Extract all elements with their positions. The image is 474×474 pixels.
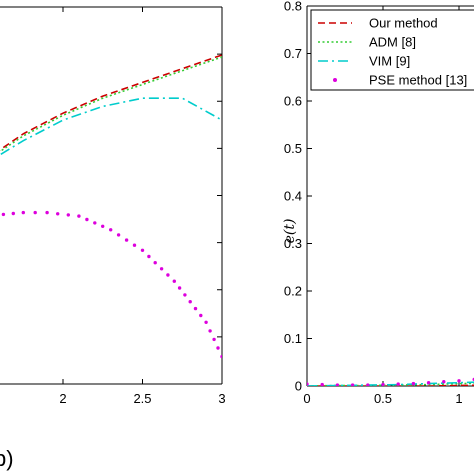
legend-vim-9-label: VIM [9] xyxy=(369,54,410,69)
left-series-pse-method-13-dot xyxy=(212,337,216,342)
panel-label-b: b) xyxy=(0,446,14,471)
left-series-adm-8-line xyxy=(0,56,222,153)
series-pse-method-13-point xyxy=(320,382,324,386)
left-series-pse-method-13-group xyxy=(1,210,222,359)
left-series-pse-method-13-dot xyxy=(33,210,37,215)
left-series-adm-8-group xyxy=(0,56,222,153)
series-pse-method-13-point xyxy=(366,383,370,386)
legend-pse-method-13-marker xyxy=(333,78,337,82)
right-y-tick-label: 0.2 xyxy=(284,284,302,299)
left-series-pse-method-13-dot xyxy=(132,243,137,247)
right-chart-panel: 0 0.1 0.2 0.3 0.4 0.5 0.6 0.7 0.8 0 0.5 1 Our method… xyxy=(284,0,474,406)
left-series-pse-method-13-dot xyxy=(85,217,89,222)
left-series-our-method-group xyxy=(0,54,222,151)
series-pse-method-13-point xyxy=(335,383,340,386)
legend-our-method-label: Our method xyxy=(369,16,438,31)
right-y-tick-label: 0.4 xyxy=(284,189,302,204)
left-series-pse-method-13-dot xyxy=(193,306,198,311)
left-series-vim-9-line xyxy=(0,97,222,156)
left-series-pse-method-13-dot xyxy=(124,238,129,242)
left-series-pse-method-13-dot xyxy=(21,210,25,215)
legend-pse-method-13-label: PSE method [13] xyxy=(369,73,467,88)
left-series-our-method-line xyxy=(0,54,222,151)
right-y-axis-label: e(t) xyxy=(282,219,298,244)
right-y-tick-label: 0.1 xyxy=(284,331,302,346)
left-x-tick-label: 2.5 xyxy=(133,391,151,406)
right-x-tick-label: 1 xyxy=(455,391,462,406)
left-series-pse-method-13-dot xyxy=(172,279,176,283)
series-pse-method-13-point xyxy=(396,382,400,386)
left-series-pse-method-13-dot xyxy=(109,228,113,232)
right-y-tick-label: 0.3 xyxy=(284,236,302,251)
left-chart-panel: 2 2.5 3 xyxy=(0,6,226,406)
left-series-pse-method-13-dot xyxy=(166,273,170,277)
left-series-pse-method-13-dot xyxy=(220,354,222,359)
left-series-pse-method-13-dot xyxy=(101,224,105,228)
left-series-pse-method-13-dot xyxy=(77,214,81,218)
right-y-tick-label: 0 xyxy=(295,379,302,394)
left-series-pse-method-13-dot xyxy=(56,212,60,216)
series-pse-method-13-point xyxy=(442,380,446,384)
left-series-pse-method-13-dot xyxy=(116,233,121,237)
series-pse-method-13-point xyxy=(350,383,355,386)
right-y-tick-label: 0.6 xyxy=(284,94,302,109)
left-series-pse-method-13-dot xyxy=(11,211,15,216)
left-series-pse-method-13-dot xyxy=(159,267,164,271)
right-y-tick-label: 0.5 xyxy=(284,141,302,156)
series-pse-method-13-point xyxy=(307,382,309,386)
left-series-pse-method-13-dot xyxy=(183,293,187,297)
left-x-tick-label: 3 xyxy=(218,391,225,406)
series-pse-method-13-point xyxy=(411,381,416,386)
series-vim-9-line xyxy=(307,381,474,386)
left-series-pse-method-13-dot xyxy=(45,210,49,215)
series-vim-9-group xyxy=(307,381,474,386)
right-y-tick-label: 0.7 xyxy=(284,46,302,61)
left-series-pse-method-13-dot xyxy=(153,261,157,265)
series-pse-method-13-point xyxy=(426,381,431,385)
left-series-pse-method-13-dot xyxy=(208,329,212,333)
left-series-pse-method-13-dot xyxy=(66,213,71,217)
legend-adm-8-label: ADM [8] xyxy=(369,35,416,50)
series-pse-method-13-group xyxy=(307,377,474,386)
left-series-pse-method-13-dot xyxy=(199,313,203,318)
left-series-pse-method-13-dot xyxy=(188,300,192,304)
right-x-tick-label: 0.5 xyxy=(374,391,392,406)
left-series-pse-method-13-dot xyxy=(204,320,208,324)
right-x-tick-label: 0 xyxy=(303,391,310,406)
left-series-pse-method-13-dot xyxy=(147,254,151,259)
left-series-pse-method-13-dot xyxy=(140,248,145,252)
legend-box xyxy=(310,9,474,91)
left-series-pse-method-13-dot xyxy=(177,286,182,290)
series-pse-method-13-point xyxy=(381,382,385,386)
left-series-pse-method-13-dot xyxy=(1,212,6,217)
left-series-vim-9-group xyxy=(0,97,222,156)
left-series-pse-method-13-dot xyxy=(93,221,97,225)
series-pse-method-13-point xyxy=(457,379,461,383)
left-series-pse-method-13-dot xyxy=(216,346,220,350)
right-y-tick-label: 0.8 xyxy=(284,0,302,14)
left-x-tick-label: 2 xyxy=(59,391,66,406)
